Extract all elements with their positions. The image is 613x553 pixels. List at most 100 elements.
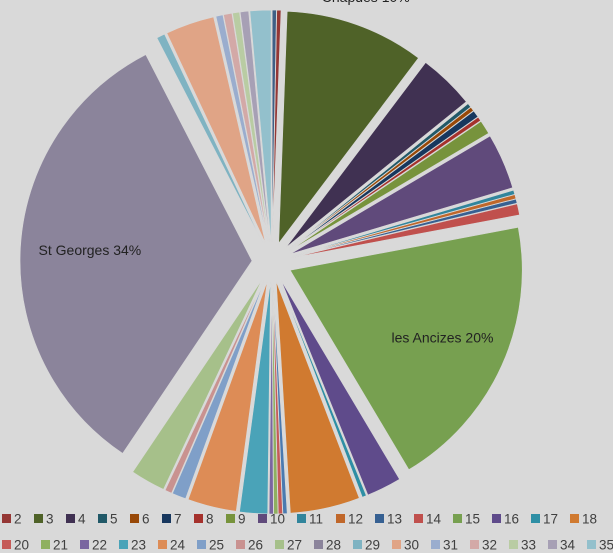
legend-swatch [34, 514, 43, 523]
legend-swatch [470, 540, 479, 549]
legend-swatch [66, 514, 75, 523]
legend-label: 2 [14, 512, 22, 527]
legend-label: 6 [142, 512, 150, 527]
legend-swatch [297, 514, 306, 523]
legend-label: 17 [543, 512, 558, 527]
legend-swatch [548, 540, 557, 549]
legend-label: 27 [287, 538, 302, 553]
legend-label: 10 [270, 512, 285, 527]
legend-label: 31 [443, 538, 458, 553]
legend-label: 7 [174, 512, 182, 527]
legend-swatch [158, 540, 167, 549]
legend-label: 3 [46, 512, 54, 527]
legend-swatch [194, 514, 203, 523]
pie-slice [19, 54, 253, 454]
legend-swatch [492, 514, 501, 523]
pie-slice [272, 281, 288, 515]
legend-swatch [375, 514, 384, 523]
legend-swatch [275, 540, 284, 549]
legend-swatch [531, 514, 540, 523]
pie-slice [289, 226, 523, 471]
pie-slice [291, 198, 518, 258]
legend-label: 18 [582, 512, 597, 527]
legend-swatch [314, 540, 323, 549]
legend-label: 33 [521, 538, 536, 553]
legend-label: 21 [53, 538, 68, 553]
pie-slice [285, 62, 467, 248]
legend-swatch [2, 540, 11, 549]
legend-swatch [98, 514, 107, 523]
pie-slice [232, 11, 270, 243]
pie-slice [239, 10, 271, 243]
legend-label: 23 [131, 538, 146, 553]
legend-swatch [392, 540, 401, 549]
pie-slice [156, 33, 264, 245]
legend-swatch [41, 540, 50, 549]
legend-label: 30 [404, 538, 419, 553]
pie-slice [215, 14, 269, 243]
pie-slice [187, 281, 268, 512]
pie-slice [272, 281, 279, 515]
legend-swatch [258, 514, 267, 523]
legend-swatch [587, 540, 596, 549]
legend-label: 9 [238, 512, 246, 527]
legend-swatch [130, 514, 139, 523]
legend-swatch [431, 540, 440, 549]
legend-label: 5 [110, 512, 118, 527]
legend-swatch [119, 540, 128, 549]
legend-label: 29 [365, 538, 380, 553]
legend-label: 26 [248, 538, 263, 553]
legend-swatch [414, 514, 423, 523]
pie-slice [288, 116, 482, 251]
legend-swatch [162, 514, 171, 523]
pie-slice [132, 279, 263, 490]
pie-slice [278, 11, 419, 245]
pie-slice [287, 110, 479, 251]
data-label: St Georges 34% [39, 242, 142, 258]
legend-swatch [336, 514, 345, 523]
pie-slice [172, 280, 265, 500]
legend-swatch [453, 514, 462, 523]
pie-slice [166, 16, 266, 244]
pie-slice [287, 106, 474, 251]
pie-slice [291, 194, 517, 258]
legend-label: 25 [209, 538, 224, 553]
legend-swatch [353, 540, 362, 549]
legend-label: 15 [465, 512, 480, 527]
legend-swatch [80, 540, 89, 549]
legend-label: 12 [348, 512, 363, 527]
legend-swatch [509, 540, 518, 549]
pie-slice [279, 280, 367, 498]
legend-label: 22 [92, 538, 107, 553]
legend-swatch [197, 540, 206, 549]
legend-label: 32 [482, 538, 497, 553]
legend-swatch [236, 540, 245, 549]
legend-label: 11 [309, 512, 323, 527]
pie-slice [290, 135, 514, 255]
legend-label: 14 [426, 512, 442, 527]
pie-slice [287, 103, 472, 250]
legend-label: 4 [78, 512, 86, 527]
pie-slice [268, 281, 274, 515]
data-label: Chapdes 10% [322, 0, 410, 5]
legend-label: 35 [599, 538, 613, 553]
data-label: les Ancizes 20% [392, 330, 494, 346]
pie-slice [288, 120, 490, 252]
legend-label: 8 [206, 512, 214, 527]
pie-slice [291, 203, 520, 259]
legend-label: 24 [170, 538, 186, 553]
pie-slice [272, 281, 283, 515]
legend-swatch [570, 514, 579, 523]
pie-slice [275, 281, 360, 514]
pie-slice [271, 9, 277, 243]
pie-slice [164, 280, 265, 494]
legend-label: 20 [14, 538, 29, 553]
pie-slice [223, 12, 269, 243]
pie-slice [280, 279, 400, 496]
legend-label: 28 [326, 538, 341, 553]
pie-slice [291, 189, 516, 257]
pie-slice [249, 9, 272, 243]
pie-slice [239, 281, 271, 515]
